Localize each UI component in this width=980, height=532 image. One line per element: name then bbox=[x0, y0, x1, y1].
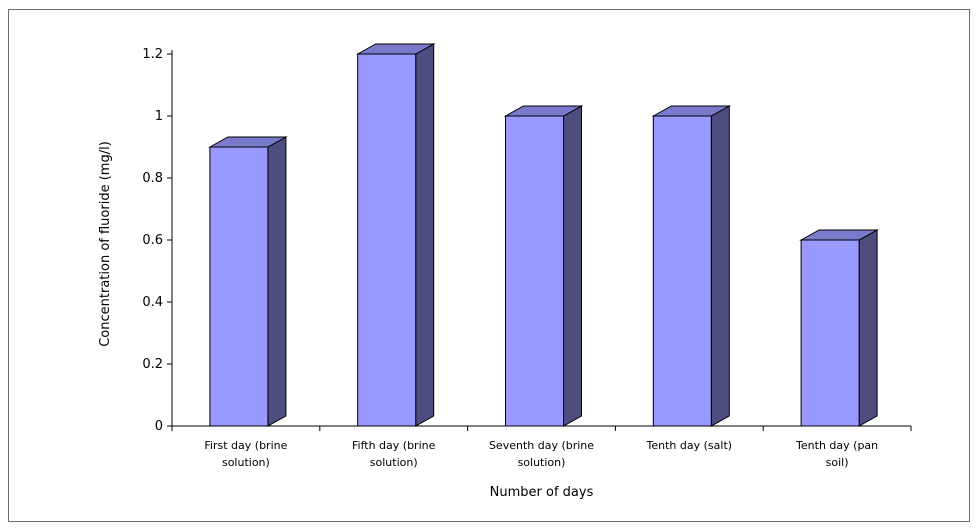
chart-frame: 0 0.2 0.4 0.6 0.8 1 1.2 First day (brine soluti… bbox=[8, 9, 970, 522]
x-tick-labels: First day (brine solution)Fifth day (brin… bbox=[204, 439, 878, 469]
bar bbox=[503, 105, 584, 427]
y-tick-labels: 0 0.2 0.4 0.6 0.8 1 1.2 bbox=[142, 47, 163, 434]
x-tick-label: Seventh day (brine solution) bbox=[489, 439, 594, 469]
bar-front bbox=[652, 115, 712, 427]
bar-front bbox=[209, 146, 269, 427]
bar-front bbox=[505, 115, 564, 427]
bar-side bbox=[267, 136, 287, 427]
bar-front bbox=[800, 239, 860, 427]
bar-side bbox=[563, 105, 582, 427]
y-tick-label: 1.2 bbox=[142, 47, 163, 62]
bar-front bbox=[357, 53, 417, 427]
x-tick-label: First day (brine solution) bbox=[204, 439, 287, 469]
bar bbox=[355, 43, 436, 427]
x-tick-label: Tenth day (salt) bbox=[646, 439, 733, 452]
x-axis-title: Number of days bbox=[490, 485, 594, 500]
y-tick-label: 1 bbox=[155, 109, 163, 124]
bar bbox=[799, 229, 880, 427]
y-tick-label: 0.4 bbox=[142, 295, 163, 310]
y-tick-label: 0.2 bbox=[142, 357, 163, 372]
y-axis-title: Concentration of fluoride (mg/l) bbox=[98, 141, 113, 347]
y-tick-label: 0.6 bbox=[142, 233, 163, 248]
x-tick-label-line: solution) bbox=[222, 456, 270, 469]
x-tick-label-line: solution) bbox=[370, 456, 418, 469]
x-tick-label-line: Tenth day (pan bbox=[795, 439, 878, 452]
bar-side bbox=[710, 105, 730, 427]
x-tick-label: Fifth day (brine solution) bbox=[352, 439, 436, 469]
x-tick-label-line: Tenth day (salt) bbox=[646, 439, 733, 452]
x-tick-label-line: soil) bbox=[826, 456, 849, 469]
y-tick-label: 0 bbox=[155, 419, 163, 434]
y-tick-label: 0.8 bbox=[142, 171, 163, 186]
x-tick-label-line: First day (brine bbox=[204, 439, 287, 452]
x-tick-label: Tenth day (pan soil) bbox=[795, 439, 878, 469]
bar bbox=[651, 105, 732, 427]
bar bbox=[207, 136, 288, 427]
x-tick-label-line: Fifth day (brine bbox=[352, 439, 436, 452]
bar-side bbox=[858, 229, 878, 427]
bar-side bbox=[415, 43, 435, 427]
x-tick-label-line: Seventh day (brine bbox=[489, 439, 594, 452]
bar-chart: 0 0.2 0.4 0.6 0.8 1 1.2 First day (brine soluti… bbox=[98, 43, 912, 500]
x-tick-label-line: solution) bbox=[518, 456, 566, 469]
bars bbox=[207, 43, 880, 427]
